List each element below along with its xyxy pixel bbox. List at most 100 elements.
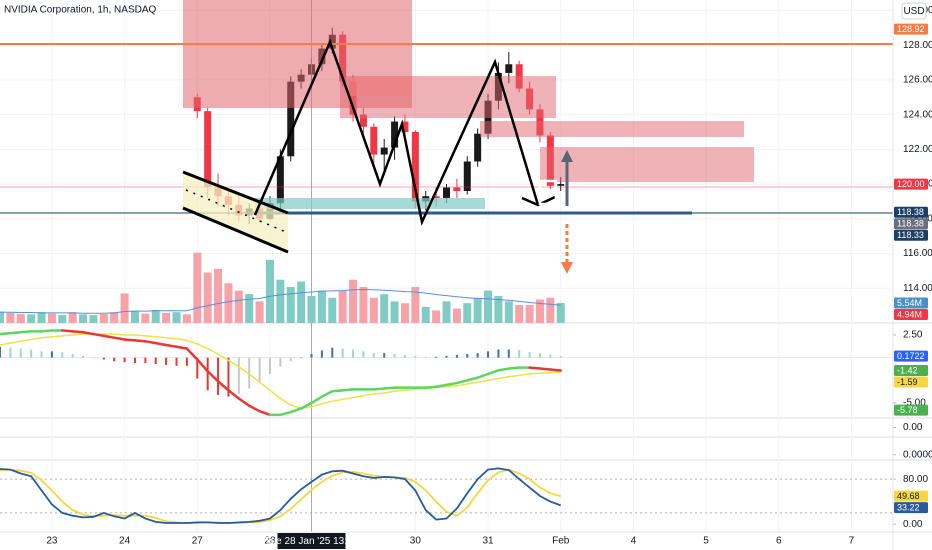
histogram-bar bbox=[362, 351, 365, 358]
x-tick-label: 31 bbox=[482, 536, 494, 547]
price-tag-label: 128.92 bbox=[897, 24, 925, 34]
histogram-bar bbox=[206, 357, 209, 391]
x-tick-label: 28 bbox=[264, 536, 276, 547]
zone bbox=[350, 78, 412, 96]
volume-bar bbox=[297, 281, 306, 323]
macd-segment bbox=[206, 370, 220, 383]
volume-bar bbox=[369, 297, 378, 323]
histogram-bar bbox=[435, 356, 438, 358]
macd-segment bbox=[424, 385, 438, 389]
volume-bar bbox=[338, 290, 347, 323]
y-tick-label: 0.00 bbox=[903, 422, 923, 433]
histogram-bar bbox=[102, 357, 105, 360]
histogram-bar bbox=[133, 357, 136, 364]
volume-bar bbox=[317, 290, 326, 323]
candle-body bbox=[557, 184, 565, 186]
volume-bar bbox=[6, 312, 15, 323]
histogram-bar bbox=[497, 349, 500, 358]
indicator-line bbox=[0, 467, 562, 524]
macd-segment bbox=[175, 345, 189, 350]
histogram-bar bbox=[61, 352, 64, 358]
histogram-bar bbox=[352, 349, 355, 358]
histogram-bar bbox=[466, 354, 469, 358]
macd-segment bbox=[507, 366, 521, 370]
macd-segment bbox=[40, 329, 54, 333]
macd-segment bbox=[279, 410, 292, 417]
macd-segment bbox=[382, 386, 396, 390]
y-tick-label: -5.00 bbox=[903, 398, 926, 409]
price-tag-label: -5.78 bbox=[897, 405, 918, 415]
macd-segment bbox=[528, 366, 542, 370]
y-tick-label: 128.00 bbox=[903, 40, 932, 51]
volume-bar bbox=[58, 315, 67, 323]
macd-segment bbox=[196, 358, 209, 373]
volume-bar bbox=[535, 299, 544, 323]
candle-body bbox=[443, 187, 450, 198]
macd-segment bbox=[289, 407, 303, 414]
histogram-bar bbox=[538, 353, 541, 358]
macd-segment bbox=[216, 380, 230, 392]
macd-segment bbox=[227, 389, 241, 400]
chart-title: NVIDIA Corporation, 1h, NASDAQ bbox=[4, 5, 157, 16]
histogram-bar bbox=[144, 357, 147, 364]
volume-bar bbox=[276, 279, 285, 323]
currency-box[interactable] bbox=[901, 2, 927, 20]
histogram-bar bbox=[227, 357, 230, 397]
macd-segment bbox=[144, 340, 158, 345]
candle-body bbox=[391, 121, 399, 148]
macd-segment bbox=[112, 336, 126, 341]
candle-body bbox=[401, 121, 409, 132]
volume-bar bbox=[442, 301, 451, 323]
histogram-bar bbox=[113, 357, 116, 362]
y-tick-label: 116.00 bbox=[903, 248, 932, 259]
macd-segment bbox=[71, 330, 85, 334]
candle-body bbox=[359, 114, 367, 127]
x-tick-label: 24 bbox=[119, 536, 131, 547]
volume-bar bbox=[411, 286, 420, 323]
histogram-bar bbox=[185, 357, 188, 366]
histogram-bar bbox=[71, 354, 74, 358]
volume-bar bbox=[245, 294, 254, 323]
volume-bar bbox=[130, 310, 139, 323]
candle-body bbox=[453, 187, 461, 192]
volume-bar bbox=[214, 268, 223, 323]
price-tag-label: -1.59 bbox=[897, 377, 918, 387]
volume-bar bbox=[473, 297, 482, 323]
histogram-bar bbox=[424, 356, 427, 358]
macd-segment bbox=[123, 338, 137, 342]
currency[interactable]: USD bbox=[903, 6, 924, 17]
macd-segment bbox=[466, 376, 479, 382]
price-tag bbox=[894, 376, 928, 388]
y-tick-label: 0.00 bbox=[903, 519, 923, 530]
macd-segment bbox=[310, 395, 324, 405]
histogram-bar bbox=[165, 357, 168, 365]
volume-bar bbox=[110, 312, 119, 323]
volume-bar bbox=[37, 312, 46, 323]
histogram-bar bbox=[175, 357, 178, 366]
volume-bar bbox=[141, 313, 150, 323]
channel-line bbox=[182, 206, 289, 254]
volume-bar bbox=[172, 312, 181, 323]
volume-bar bbox=[47, 313, 56, 323]
macd-segment bbox=[258, 409, 272, 417]
arrow-down-head bbox=[561, 262, 573, 274]
price-tag-label: 0.1722 bbox=[897, 351, 925, 361]
x-tick-label: 6 bbox=[776, 536, 782, 547]
histogram-bar bbox=[528, 352, 531, 358]
price-tag bbox=[894, 218, 928, 230]
x-tick-label: 27 bbox=[192, 536, 204, 547]
macd-segment bbox=[372, 387, 386, 391]
macd-segment bbox=[81, 331, 95, 336]
price-tag-label: 5.54M bbox=[897, 298, 922, 308]
price-tag bbox=[894, 502, 928, 514]
candle-body bbox=[276, 156, 284, 204]
volume-bar bbox=[359, 286, 368, 323]
histogram-bar bbox=[414, 355, 417, 358]
histogram-bar bbox=[383, 353, 386, 358]
price-tag-label: 49.68 bbox=[897, 491, 920, 501]
histogram-bar bbox=[300, 357, 303, 359]
histogram-bar bbox=[393, 354, 396, 358]
volume-bar bbox=[504, 301, 513, 323]
histogram-bar bbox=[559, 356, 562, 358]
